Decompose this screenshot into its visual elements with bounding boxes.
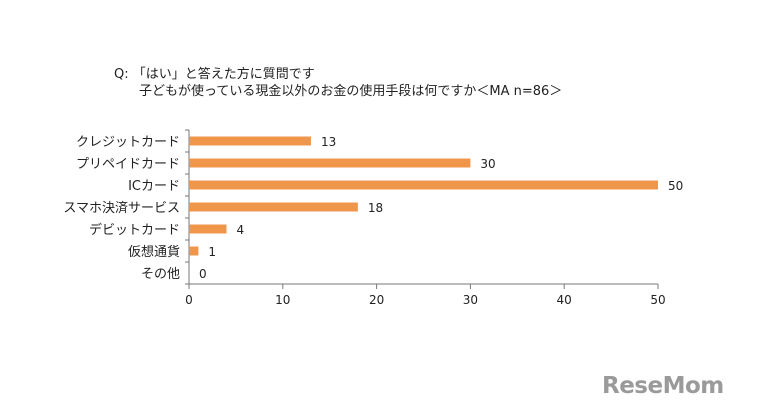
category-label-6: その他 — [141, 267, 180, 282]
question-line-2: 子どもが使っている現金以外のお金の使用手段は何ですか＜MA n=86＞ — [139, 84, 563, 99]
category-label-4: デビットカード — [89, 222, 180, 238]
question-line-1: Q: 「はい」と答えた方に質問です — [114, 67, 315, 82]
category-label-0: クレジットカード — [76, 135, 180, 150]
bar-2 — [189, 180, 658, 190]
value-label-5: 1 — [208, 245, 216, 259]
category-label-1: プリペイドカード — [76, 157, 180, 172]
value-label-2: 50 — [668, 179, 683, 193]
value-label-0: 13 — [321, 135, 336, 149]
resemom-logo: ReseMom — [602, 373, 724, 399]
x-tick-label-3: 30 — [463, 293, 478, 307]
category-label-3: スマホ決済サービス — [63, 200, 180, 216]
question-text: Q: 「はい」と答えた方に質問です 子どもが使っている現金以外のお金の使用手段は… — [114, 66, 562, 100]
x-tick-label-5: 50 — [650, 293, 665, 307]
value-label-4: 4 — [237, 223, 245, 237]
x-tick-label-0: 0 — [185, 293, 193, 307]
x-tick-label-4: 40 — [557, 293, 572, 307]
value-label-1: 30 — [480, 157, 495, 171]
bar-5 — [189, 246, 199, 256]
bar-4 — [189, 224, 227, 234]
x-tick-label-1: 10 — [275, 293, 290, 307]
category-label-2: ICカード — [128, 179, 180, 194]
x-tick-label-2: 20 — [369, 293, 384, 307]
value-label-6: 0 — [199, 267, 207, 281]
bar-3 — [189, 202, 358, 212]
bar-0 — [189, 136, 311, 146]
bar-1 — [189, 158, 471, 168]
category-label-5: 仮想通貨 — [128, 244, 180, 260]
value-label-3: 18 — [368, 201, 383, 215]
